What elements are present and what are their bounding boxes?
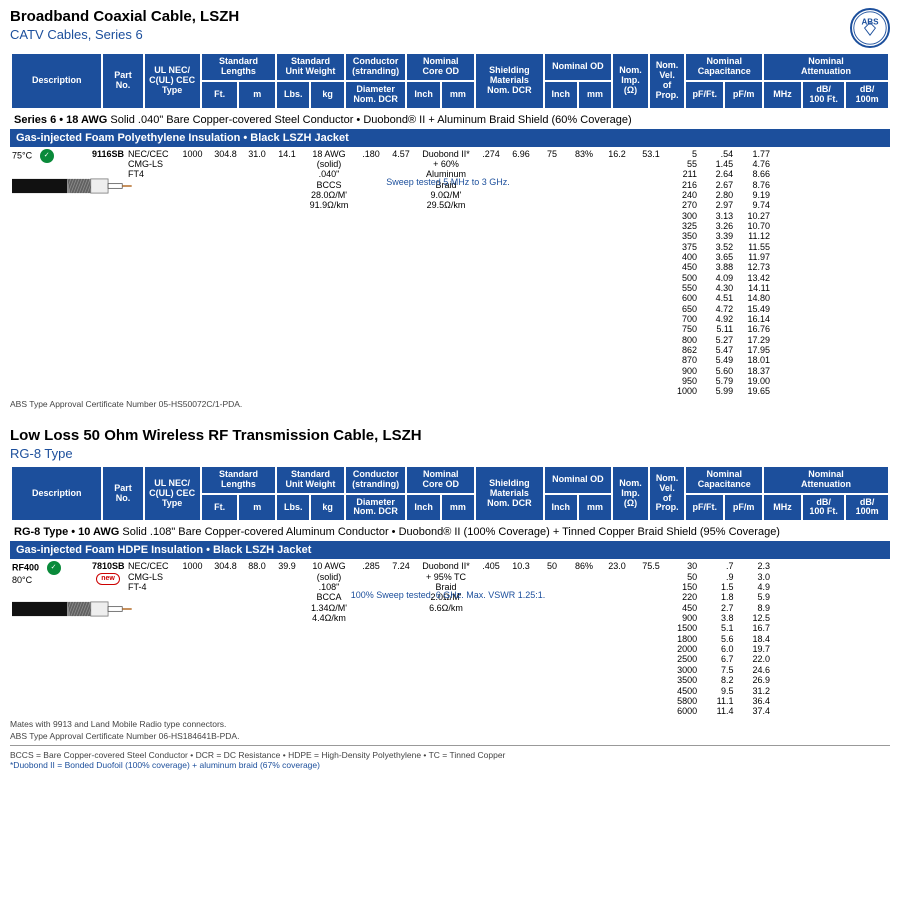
series-description-2: RG-8 Type • 10 AWG Solid .108" Bare Copp…: [10, 524, 890, 540]
cert-note-2: ABS Type Approval Certificate Number 06-…: [10, 731, 890, 741]
rohs-icon: ✓: [40, 149, 54, 163]
mates-note: Mates with 9913 and Land Mobile Radio ty…: [10, 719, 890, 729]
sweep-note: Sweep tested 5 MHz to 3 GHz.: [348, 177, 548, 187]
insulation-bar-1: Gas-injected Foam Polyethylene Insulatio…: [10, 129, 890, 147]
series-description-1: Series 6 • 18 AWG Solid .040" Bare Coppe…: [10, 112, 890, 128]
data-row-1: 75°C ✓ 9116SB NEC/CECCMG-LSFT4 1000 304.…: [10, 149, 890, 397]
section1-title: Broadband Coaxial Cable, LSZH: [10, 8, 239, 25]
attenuation-table: 5.541.77551.454.762112.648.662162.678.76…: [668, 149, 778, 397]
section1-subtitle: CATV Cables, Series 6: [10, 27, 239, 42]
cable-illustration: [12, 173, 88, 201]
new-badge: new: [96, 573, 120, 585]
rohs-icon: ✓: [47, 561, 61, 575]
legend: BCCS = Bare Copper-covered Steel Conduct…: [10, 745, 890, 770]
svg-text:ABS: ABS: [861, 17, 879, 26]
sweep-note: 100% Sweep tested. 6 GHz. Max. VSWR 1.25…: [348, 590, 548, 600]
cert-note-1: ABS Type Approval Certificate Number 05-…: [10, 399, 890, 409]
section2-title: Low Loss 50 Ohm Wireless RF Transmission…: [10, 427, 890, 444]
data-row-2: RF400 ✓80°C 7810SBnew NEC/CECCMG-LSFT-4 …: [10, 561, 890, 716]
abs-seal-icon: ABS: [850, 8, 890, 48]
header-table-1: Description PartNo. UL NEC/C(UL) CECType…: [10, 52, 890, 110]
cable-illustration: [12, 596, 88, 624]
insulation-bar-2: Gas-injected Foam HDPE Insulation • Blac…: [10, 541, 890, 559]
attenuation-table: 30.72.350.93.01501.54.92201.85.94502.78.…: [668, 561, 778, 716]
section2-subtitle: RG-8 Type: [10, 446, 890, 461]
header-table-2: Description PartNo. UL NEC/C(UL) CECType…: [10, 465, 890, 523]
